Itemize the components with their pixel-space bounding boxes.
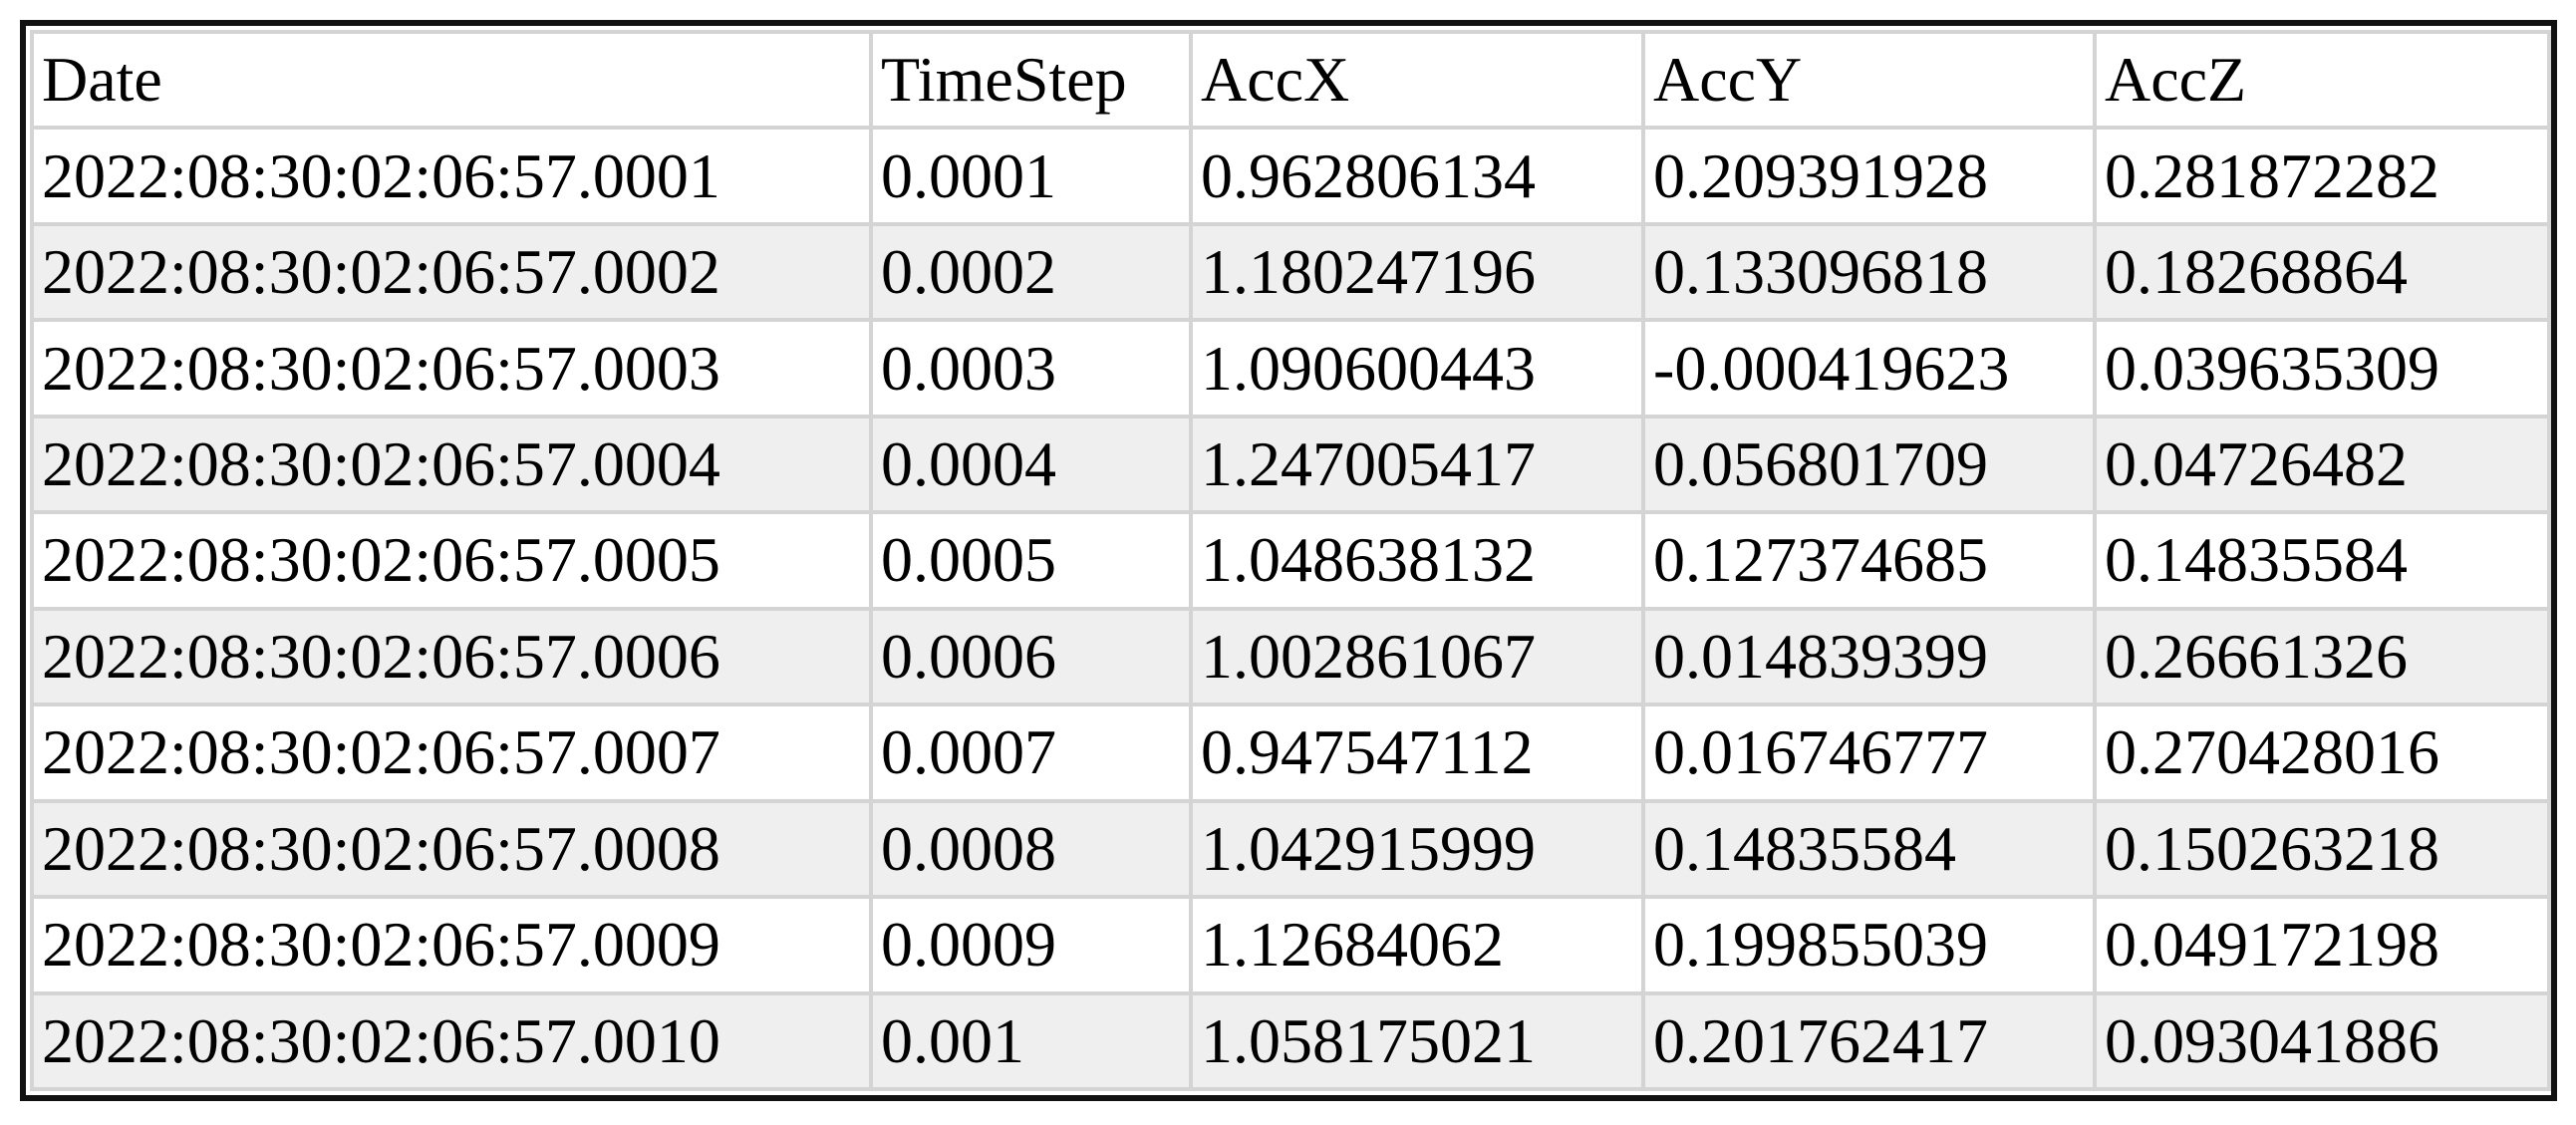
cell: 2022:08:30:02:06:57.0010 [30, 990, 873, 1092]
cell: 0.0008 [869, 798, 1193, 900]
data-row: 2022:08:30:02:06:57.0006 0.0006 1.00286106… [30, 606, 2551, 707]
cell: 1.042915999 [1189, 798, 1645, 900]
cell: 0.056801709 [1641, 414, 2097, 515]
data-row: 2022:08:30:02:06:57.0004 0.0004 1.24700541… [30, 414, 2551, 515]
cell: 2022:08:30:02:06:57.0001 [30, 126, 873, 226]
cell: 0.093041886 [2093, 990, 2551, 1092]
cell: 0.199855039 [1641, 895, 2097, 995]
cell: 0.127374685 [1641, 510, 2097, 611]
cell: 0.001 [869, 990, 1193, 1092]
cell: 0.0005 [869, 510, 1193, 611]
cell: 0.209391928 [1641, 126, 2097, 226]
data-row: 2022:08:30:02:06:57.0002 0.0002 1.18024719… [30, 221, 2551, 323]
header-row: Date TimeStep AccX AccY AccZ [30, 29, 2551, 131]
cell: 1.090600443 [1189, 318, 1645, 419]
cell: 1.002861067 [1189, 606, 1645, 707]
cell: 0.04726482 [2093, 414, 2551, 515]
cell: 0.14835584 [1641, 798, 2097, 900]
cell: 1.247005417 [1189, 414, 1645, 515]
data-table: Date TimeStep AccX AccY AccZ 2022:08:30:02:06… [30, 29, 2551, 1092]
cell: -0.000419623 [1641, 318, 2097, 419]
data-row: 2022:08:30:02:06:57.0005 0.0005 1.04863813… [30, 510, 2551, 611]
data-row: 2022:08:30:02:06:57.0008 0.0008 1.04291599… [30, 798, 2551, 900]
header-cell: AccX [1189, 29, 1645, 131]
cell: 2022:08:30:02:06:57.0009 [30, 895, 873, 995]
data-row: 2022:08:30:02:06:57.0007 0.0007 0.94754711… [30, 703, 2551, 803]
header-cell: AccZ [2093, 29, 2551, 131]
header-cell: TimeStep [869, 29, 1193, 131]
cell: 0.0009 [869, 895, 1193, 995]
header-cell: Date [30, 29, 873, 131]
cell: 0.0007 [869, 703, 1193, 803]
data-row: 2022:08:30:02:06:57.0009 0.0009 1.12684062… [30, 895, 2551, 995]
cell: 1.12684062 [1189, 895, 1645, 995]
data-row: 2022:08:30:02:06:57.0003 0.0003 1.09060044… [30, 318, 2551, 419]
cell: 1.180247196 [1189, 221, 1645, 323]
cell: 0.201762417 [1641, 990, 2097, 1092]
cell: 2022:08:30:02:06:57.0008 [30, 798, 873, 900]
cell: 0.26661326 [2093, 606, 2551, 707]
cell: 0.133096818 [1641, 221, 2097, 323]
cell: 2022:08:30:02:06:57.0007 [30, 703, 873, 803]
cell: 0.014839399 [1641, 606, 2097, 707]
cell: 0.0006 [869, 606, 1193, 707]
cell: 0.14835584 [2093, 510, 2551, 611]
cell: 0.962806134 [1189, 126, 1645, 226]
cell: 0.18268864 [2093, 221, 2551, 323]
cell: 0.049172198 [2093, 895, 2551, 995]
cell: 0.016746777 [1641, 703, 2097, 803]
data-row: 2022:08:30:02:06:57.0001 0.0001 0.96280613… [30, 126, 2551, 226]
cell: 0.0001 [869, 126, 1193, 226]
cell: 0.281872282 [2093, 126, 2551, 226]
cell: 0.270428016 [2093, 703, 2551, 803]
cell: 2022:08:30:02:06:57.0004 [30, 414, 873, 515]
header-cell: AccY [1641, 29, 2097, 131]
cell: 2022:08:30:02:06:57.0006 [30, 606, 873, 707]
table-frame: Date TimeStep AccX AccY AccZ 2022:08:30:02:06… [20, 20, 2557, 1101]
cell: 0.0002 [869, 221, 1193, 323]
data-row: 2022:08:30:02:06:57.0010 0.001 1.058175021… [30, 990, 2551, 1092]
cell: 2022:08:30:02:06:57.0002 [30, 221, 873, 323]
cell: 1.058175021 [1189, 990, 1645, 1092]
cell: 0.0004 [869, 414, 1193, 515]
cell: 2022:08:30:02:06:57.0005 [30, 510, 873, 611]
cell: 2022:08:30:02:06:57.0003 [30, 318, 873, 419]
cell: 0.0003 [869, 318, 1193, 419]
cell: 1.048638132 [1189, 510, 1645, 611]
cell: 0.039635309 [2093, 318, 2551, 419]
cell: 0.150263218 [2093, 798, 2551, 900]
cell: 0.947547112 [1189, 703, 1645, 803]
